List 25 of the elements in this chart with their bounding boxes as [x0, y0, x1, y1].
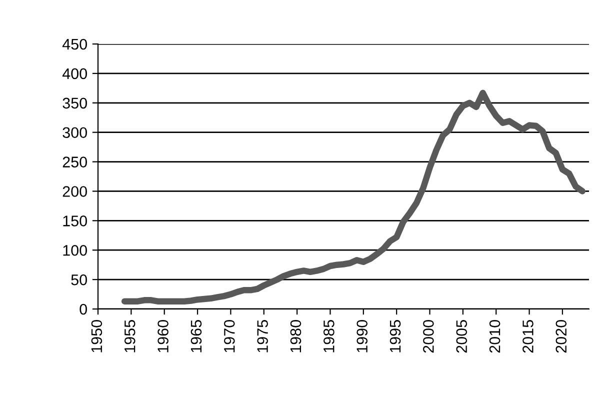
x-tick-label: 1980: [290, 320, 302, 352]
x-tick-label: 1950: [91, 320, 102, 352]
y-tick-label: 0: [80, 304, 87, 315]
x-tick-label: 2020: [556, 320, 567, 353]
x-tick-label: 1985: [324, 320, 334, 352]
x-tick-label: 2000: [423, 320, 434, 353]
y-tick-label: 150: [63, 216, 87, 226]
y-tick-label: 450: [62, 38, 87, 50]
x-tick-label: 2005: [456, 320, 468, 353]
x-tick-label: 1965: [190, 320, 202, 352]
x-tick-label: 1975: [257, 320, 268, 352]
y-tick-label: 200: [62, 186, 87, 197]
x-tick-label: 1970: [224, 320, 235, 352]
y-tick-label: 400: [62, 68, 87, 80]
x-tick-label: 1990: [356, 320, 368, 352]
x-tick-label: 1955: [124, 320, 136, 352]
y-tick-label: 250: [62, 156, 87, 168]
x-tick-label: 2010: [489, 320, 500, 353]
x-tick-label: 1960: [158, 320, 168, 352]
y-tick-label: 350: [62, 98, 87, 109]
x-tick-label: 2015: [522, 320, 534, 353]
y-tick-label: 50: [71, 274, 87, 286]
y-tick-label: 300: [62, 127, 87, 138]
y-tick-label: 100: [63, 244, 87, 256]
x-tick-label: 1995: [390, 320, 401, 352]
